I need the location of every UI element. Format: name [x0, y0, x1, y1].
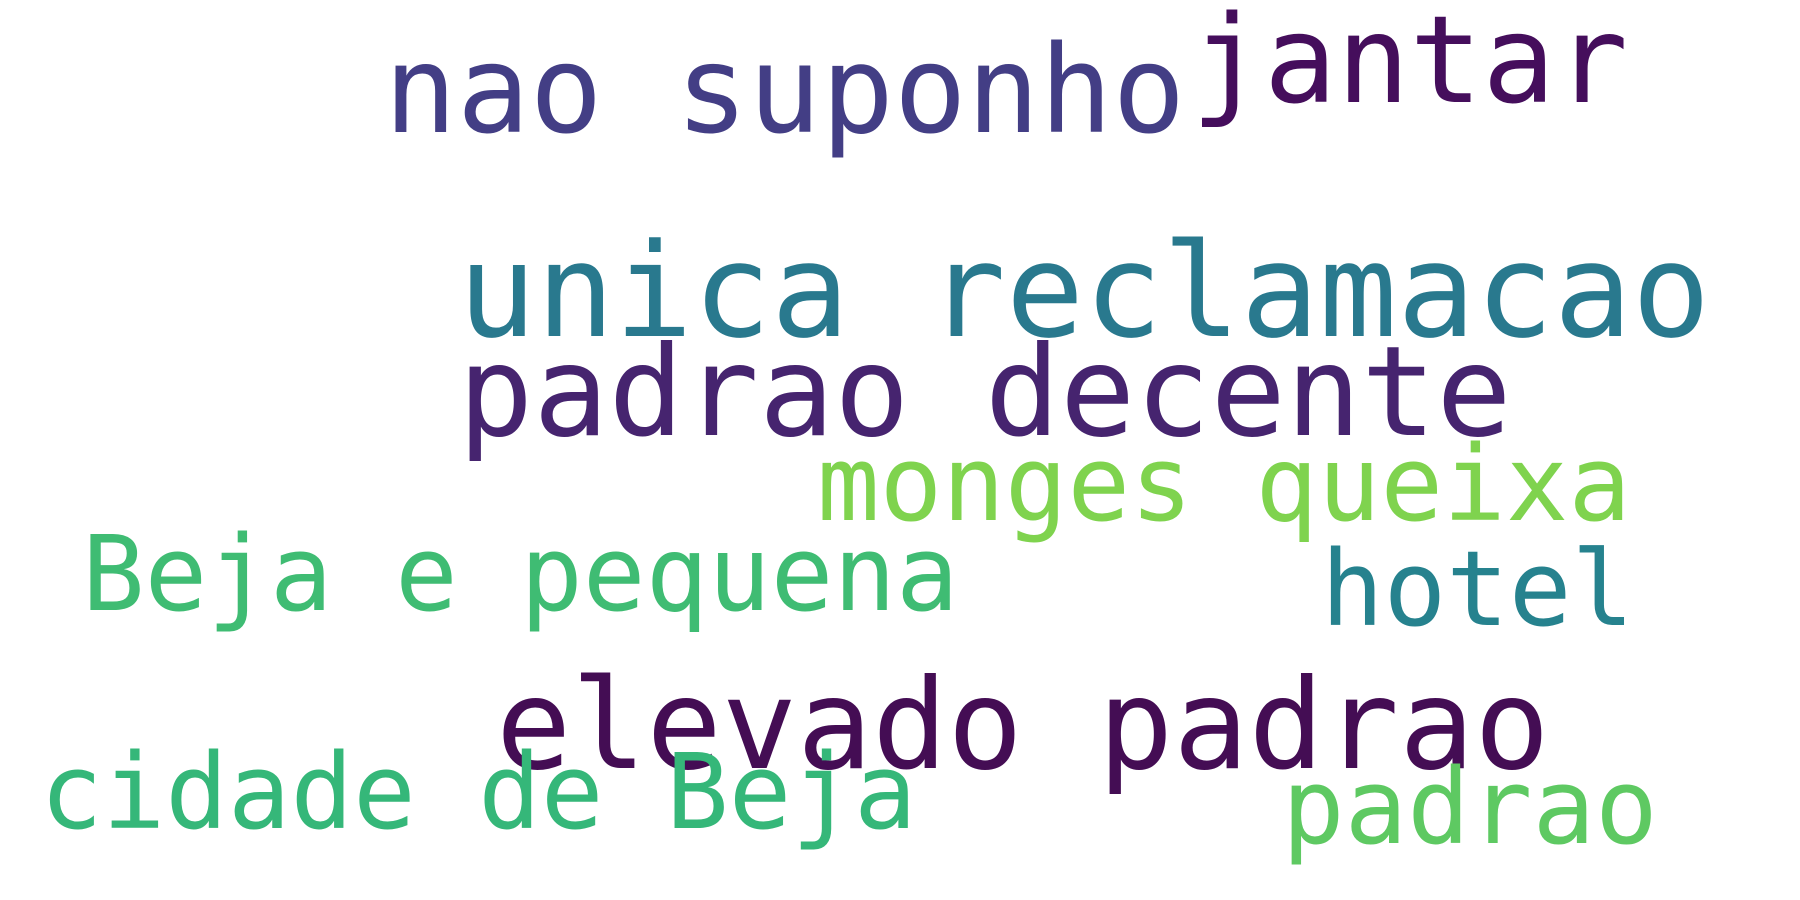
word-padrao: padrao [1282, 746, 1658, 868]
word-elevado-padrao: elevado padrao [496, 653, 1550, 798]
word-nao-suponho: nao suponho [384, 20, 1186, 161]
word-padrao-decente: padrao decente [458, 320, 1512, 465]
word-hotel: hotel [1321, 528, 1635, 650]
word-beja-e-pequena: Beja e pequena [82, 513, 959, 635]
word-cidade-de-beja: cidade de Beja [40, 731, 917, 853]
word-jantar: jantar [1191, 0, 1629, 131]
word-monges-queixa: monges queixa [817, 423, 1631, 545]
word-unica-reclamacao: unica reclamacao [458, 215, 1711, 367]
